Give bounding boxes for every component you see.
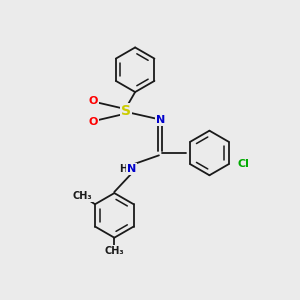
Text: O: O [89,117,98,127]
Text: O: O [89,96,98,106]
Text: N: N [156,115,165,125]
Text: CH₃: CH₃ [72,191,92,201]
Text: H: H [119,164,127,174]
Text: CH₃: CH₃ [104,246,124,256]
Text: S: S [121,104,131,118]
Text: N: N [127,164,136,174]
Text: Cl: Cl [238,159,250,169]
